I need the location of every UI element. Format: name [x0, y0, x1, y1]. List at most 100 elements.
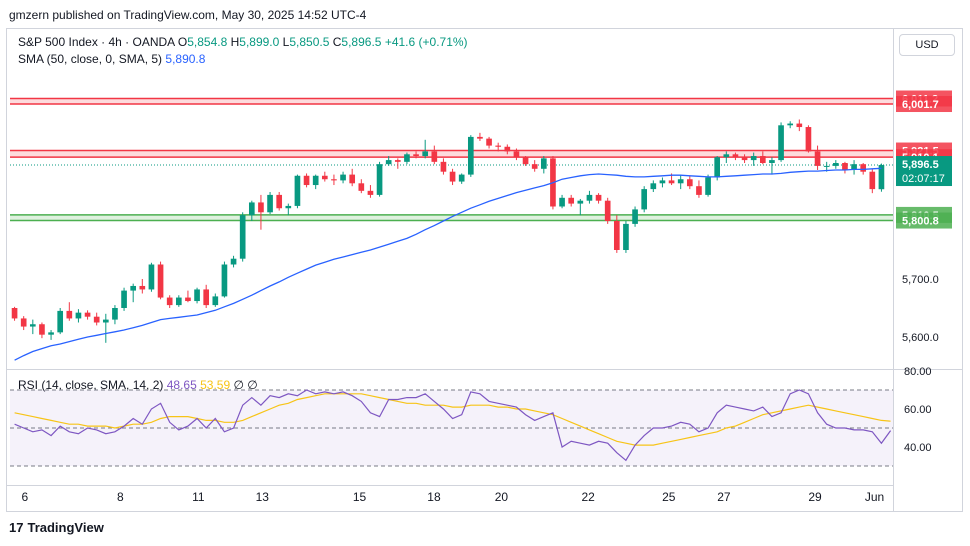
candle[interactable]: [185, 290, 191, 303]
candle[interactable]: [294, 174, 301, 209]
candle[interactable]: [212, 293, 219, 307]
candle[interactable]: [248, 200, 255, 221]
candle[interactable]: [559, 194, 565, 209]
candle[interactable]: [440, 158, 447, 175]
candle[interactable]: [467, 135, 474, 177]
candle[interactable]: [285, 203, 292, 216]
candle[interactable]: [312, 174, 319, 190]
level-tag[interactable]: [896, 96, 952, 113]
candle[interactable]: [276, 192, 283, 211]
candle[interactable]: [431, 145, 438, 165]
candle[interactable]: [39, 322, 45, 339]
candle[interactable]: [769, 157, 775, 175]
candle[interactable]: [604, 197, 611, 224]
candle[interactable]: [166, 295, 173, 308]
candle[interactable]: [449, 168, 456, 186]
last-price-tag[interactable]: [896, 156, 952, 187]
candle[interactable]: [805, 125, 812, 153]
currency-button[interactable]: USD: [899, 34, 955, 56]
candle[interactable]: [723, 151, 730, 163]
candle[interactable]: [394, 158, 401, 169]
support-zone[interactable]: [10, 214, 893, 221]
candle[interactable]: [130, 283, 137, 303]
candle[interactable]: [321, 171, 328, 182]
candle[interactable]: [157, 261, 164, 300]
candle[interactable]: [741, 154, 748, 163]
candle[interactable]: [93, 312, 100, 326]
candle[interactable]: [203, 284, 210, 308]
candle[interactable]: [531, 160, 538, 172]
candle[interactable]: [102, 313, 109, 343]
candle[interactable]: [175, 295, 182, 307]
candle[interactable]: [75, 309, 82, 323]
candle[interactable]: [869, 168, 876, 194]
candle[interactable]: [349, 168, 356, 187]
candle[interactable]: [732, 152, 739, 161]
candle[interactable]: [595, 193, 602, 204]
candle[interactable]: [522, 156, 529, 166]
candle[interactable]: [623, 221, 629, 253]
candle[interactable]: [705, 174, 711, 197]
candle[interactable]: [686, 175, 693, 190]
candle[interactable]: [513, 148, 520, 161]
candle[interactable]: [404, 152, 410, 165]
candle[interactable]: [832, 160, 839, 169]
candle[interactable]: [750, 152, 757, 166]
candle[interactable]: [267, 192, 273, 215]
candle[interactable]: [20, 316, 27, 331]
rsi-line[interactable]: [14, 389, 892, 462]
candle[interactable]: [331, 174, 337, 186]
candle[interactable]: [696, 180, 702, 198]
candle[interactable]: [148, 262, 155, 292]
sma-line[interactable]: [14, 167, 882, 361]
candle[interactable]: [376, 161, 383, 197]
rsi-legend[interactable]: RSI (14, close, SMA, 14, 2) 48.65 53.59 …: [18, 378, 258, 392]
candle[interactable]: [385, 156, 392, 166]
candle[interactable]: [613, 215, 620, 253]
candle[interactable]: [194, 287, 200, 304]
candle[interactable]: [358, 179, 365, 194]
tradingview-logo[interactable]: 17 TradingView: [9, 520, 104, 535]
candle[interactable]: [139, 279, 146, 294]
candle[interactable]: [842, 161, 848, 174]
candle[interactable]: [477, 132, 483, 141]
sma-label[interactable]: SMA (50, close, 0, SMA, 5): [18, 52, 163, 66]
candle[interactable]: [258, 194, 264, 230]
level-tag[interactable]: [896, 212, 952, 229]
candle[interactable]: [796, 119, 803, 132]
candle[interactable]: [303, 173, 310, 188]
candle[interactable]: [659, 177, 666, 188]
candle[interactable]: [759, 151, 766, 165]
candle[interactable]: [677, 174, 684, 190]
candle[interactable]: [112, 305, 118, 325]
candle[interactable]: [787, 121, 794, 129]
candle[interactable]: [66, 302, 73, 321]
candle[interactable]: [422, 139, 429, 159]
candle[interactable]: [48, 330, 54, 340]
candle[interactable]: [540, 156, 547, 174]
candle[interactable]: [641, 186, 648, 213]
candle[interactable]: [221, 261, 228, 298]
price-legend[interactable]: S&P 500 Index · 4h · OANDA O5,854.8 H5,8…: [18, 35, 468, 49]
candle[interactable]: [568, 194, 575, 207]
candle[interactable]: [84, 310, 91, 320]
candle[interactable]: [413, 151, 419, 159]
candle[interactable]: [632, 206, 638, 227]
candle[interactable]: [486, 136, 492, 149]
candle[interactable]: [778, 122, 784, 162]
candle[interactable]: [495, 142, 502, 152]
candle[interactable]: [239, 212, 246, 262]
candle[interactable]: [814, 145, 821, 170]
rsi-label[interactable]: RSI (14, close, SMA, 14, 2): [18, 378, 164, 392]
candle[interactable]: [851, 160, 857, 175]
candle[interactable]: [29, 319, 36, 335]
candle[interactable]: [650, 180, 657, 192]
candle[interactable]: [367, 185, 374, 198]
candle[interactable]: [458, 173, 465, 184]
rsi-ma-line[interactable]: [14, 393, 891, 446]
candle[interactable]: [577, 198, 584, 216]
candle[interactable]: [121, 287, 127, 311]
sma-legend[interactable]: SMA (50, close, 0, SMA, 5) 5,890.8: [18, 52, 205, 66]
candle[interactable]: [11, 306, 18, 321]
